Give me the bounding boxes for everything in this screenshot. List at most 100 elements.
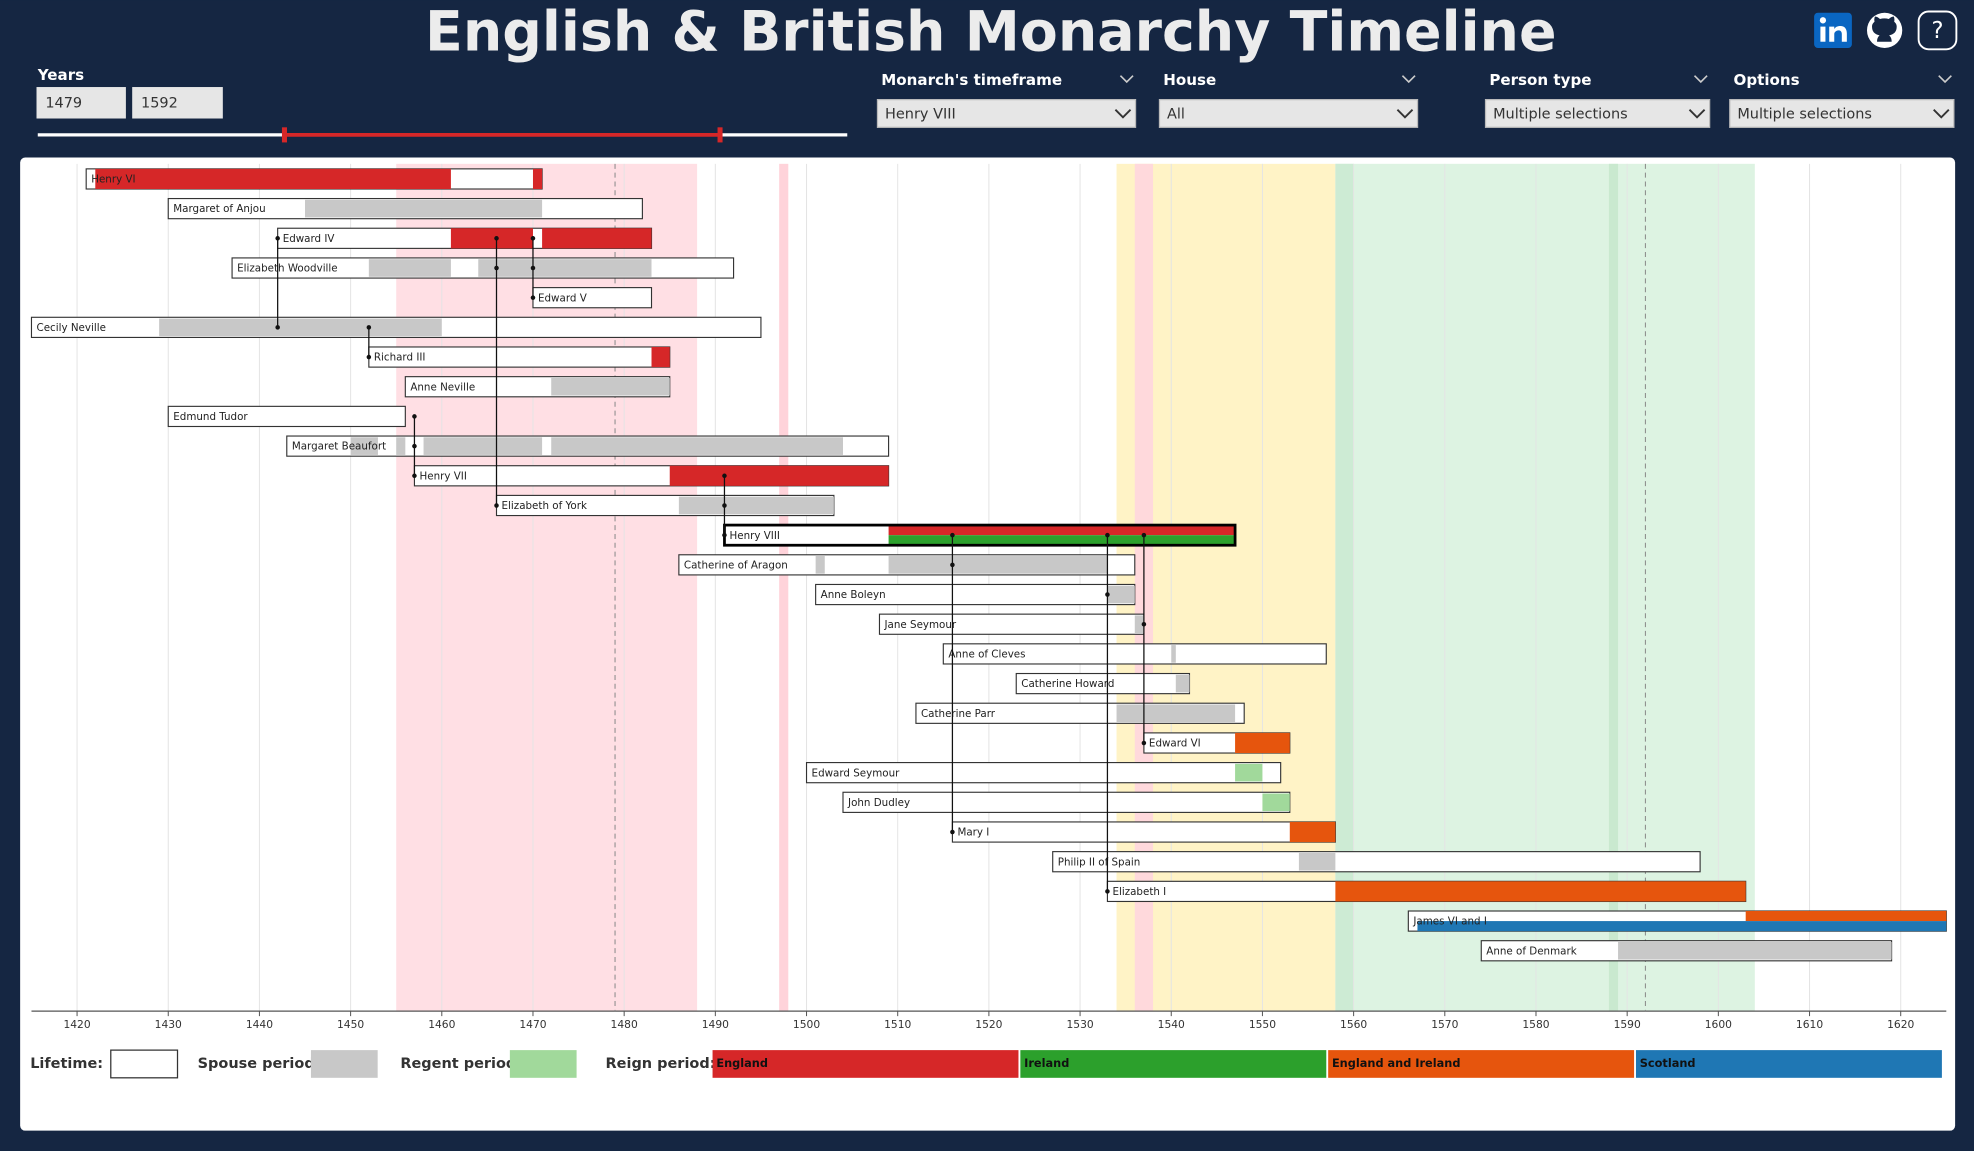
year-end-value: 1592 <box>141 95 178 111</box>
dropdown-chevron <box>1114 109 1132 119</box>
person-row[interactable]: Henry VI <box>85 168 543 190</box>
parent-link-dot <box>1105 592 1110 597</box>
person-name: Edward Seymour <box>812 767 901 779</box>
parent-link-dot <box>530 236 536 241</box>
slicer-chevron <box>1119 75 1134 84</box>
person-name: James VI and I <box>1412 916 1487 928</box>
person-name: Anne of Cleves <box>948 649 1025 661</box>
person-row[interactable]: Anne Neville <box>404 376 671 398</box>
reign-period <box>651 346 670 368</box>
person-row[interactable]: Anne Boleyn <box>815 583 1136 606</box>
person-row[interactable]: Catherine Howard <box>1015 672 1191 695</box>
regent-period <box>1235 763 1263 782</box>
spouse-period <box>368 259 451 277</box>
person-name: Henry VIII <box>729 530 779 542</box>
parent-link-dot <box>275 236 280 241</box>
page-title: English & British Monarchy Timeline <box>425 1 1557 65</box>
parent-link-dot <box>950 829 955 835</box>
legend-swatch <box>1020 1050 1327 1078</box>
x-tick-label: 1540 <box>1158 1018 1185 1031</box>
dropdown-chevron <box>1933 109 1950 119</box>
person-row[interactable]: John Dudley <box>842 791 1291 813</box>
person-row[interactable]: Richard III <box>368 346 671 368</box>
person-row[interactable]: Elizabeth I <box>1106 880 1747 903</box>
year-end-input[interactable] <box>132 87 223 119</box>
person-row[interactable]: Elizabeth of York <box>495 494 835 517</box>
person-row[interactable]: Jane Seymour <box>878 613 1145 635</box>
slicer-label: Person type <box>1489 71 1591 89</box>
person-row[interactable]: Catherine Parr <box>915 702 1245 724</box>
legend-swatch <box>712 1050 1019 1078</box>
parent-link-dot <box>722 473 727 479</box>
year-slider-handle[interactable] <box>281 127 287 143</box>
person-row[interactable]: Edmund Tudor <box>167 405 406 428</box>
spouse-period <box>159 318 442 337</box>
person-row[interactable]: Edward V <box>532 287 653 309</box>
legend-label: Spouse period: <box>198 1056 321 1072</box>
x-tick-label: 1590 <box>1614 1018 1641 1031</box>
x-tick-label: 1530 <box>1066 1018 1093 1031</box>
person-row[interactable]: Edward VI <box>1143 732 1291 754</box>
spouse-period <box>305 199 543 218</box>
slicer-value: Multiple selections <box>1493 107 1628 123</box>
linkedin-icon[interactable] <box>1814 12 1852 49</box>
slicer-dropdown[interactable] <box>1158 98 1419 128</box>
legend-swatch <box>110 1049 179 1079</box>
person-row[interactable]: Henry VIII <box>723 523 1237 547</box>
person-row[interactable]: Catherine of Aragon <box>678 554 1136 576</box>
person-name: Philip II of Spain <box>1058 856 1141 868</box>
person-row[interactable]: Mary I <box>951 821 1336 843</box>
slicer-label: Monarch's timeframe <box>881 71 1062 89</box>
x-tick-label: 1500 <box>793 1018 820 1031</box>
person-name: Henry VII <box>419 470 466 482</box>
parent-link-dot <box>1105 889 1110 894</box>
year-start-input[interactable] <box>36 87 126 119</box>
parent-link-dot <box>494 503 499 508</box>
person-name: Edward IV <box>283 233 335 245</box>
dropdown-chevron <box>1688 109 1706 119</box>
x-tick-label: 1570 <box>1431 1018 1458 1031</box>
parent-link-dot <box>366 354 372 360</box>
parent-link-dot <box>494 236 499 241</box>
legend-region-label: Scotland <box>1640 1056 1696 1070</box>
slicer-dropdown[interactable] <box>1484 98 1711 128</box>
lifetime-bar <box>805 762 1282 784</box>
person-row[interactable]: Anne of Denmark <box>1480 940 1893 962</box>
x-tick-label: 1430 <box>155 1018 182 1031</box>
person-row[interactable]: Edward Seymour <box>805 762 1282 784</box>
person-row[interactable]: James VI and I <box>1407 910 1947 932</box>
github-icon[interactable] <box>1866 12 1903 49</box>
person-name: Margaret of Anjou <box>173 203 265 215</box>
person-name: Catherine Howard <box>1021 678 1114 690</box>
person-row[interactable]: Margaret of Anjou <box>167 197 643 220</box>
x-tick-label: 1490 <box>702 1018 729 1031</box>
slicer-dropdown[interactable] <box>1729 98 1955 128</box>
spouse-period <box>1618 941 1892 960</box>
legend-label: Lifetime: <box>30 1056 103 1072</box>
person-row[interactable]: Margaret Beaufort <box>286 435 890 457</box>
year-slider-handle[interactable] <box>717 127 723 143</box>
person-row[interactable]: Anne of Cleves <box>942 643 1327 665</box>
parent-link-dot <box>412 473 417 479</box>
parent-link-dot <box>950 532 955 538</box>
person-name: Edward V <box>538 292 587 304</box>
parent-link-dot <box>950 562 955 568</box>
period-band <box>1608 163 1619 1012</box>
reign-period <box>542 228 652 249</box>
person-row[interactable]: Edward IV <box>277 227 653 249</box>
spouse-period <box>1175 674 1190 693</box>
parent-link-dot <box>1105 532 1110 538</box>
slicer-dropdown[interactable] <box>876 98 1137 128</box>
regent-period <box>1262 793 1290 812</box>
person-name: Anne of Denmark <box>1486 945 1576 957</box>
person-row[interactable]: Cecily Neville <box>30 316 762 339</box>
help-box <box>1917 10 1958 51</box>
help-button[interactable]: ? <box>1917 10 1958 51</box>
person-name: Edmund Tudor <box>173 411 248 423</box>
person-row[interactable]: Philip II of Spain <box>1052 851 1701 873</box>
person-row[interactable]: Elizabeth Woodville <box>231 257 735 279</box>
parent-link-dot <box>275 325 280 330</box>
legend-swatch <box>310 1050 378 1078</box>
person-row[interactable]: Henry VII <box>413 465 890 487</box>
legend-swatch <box>1328 1050 1635 1078</box>
